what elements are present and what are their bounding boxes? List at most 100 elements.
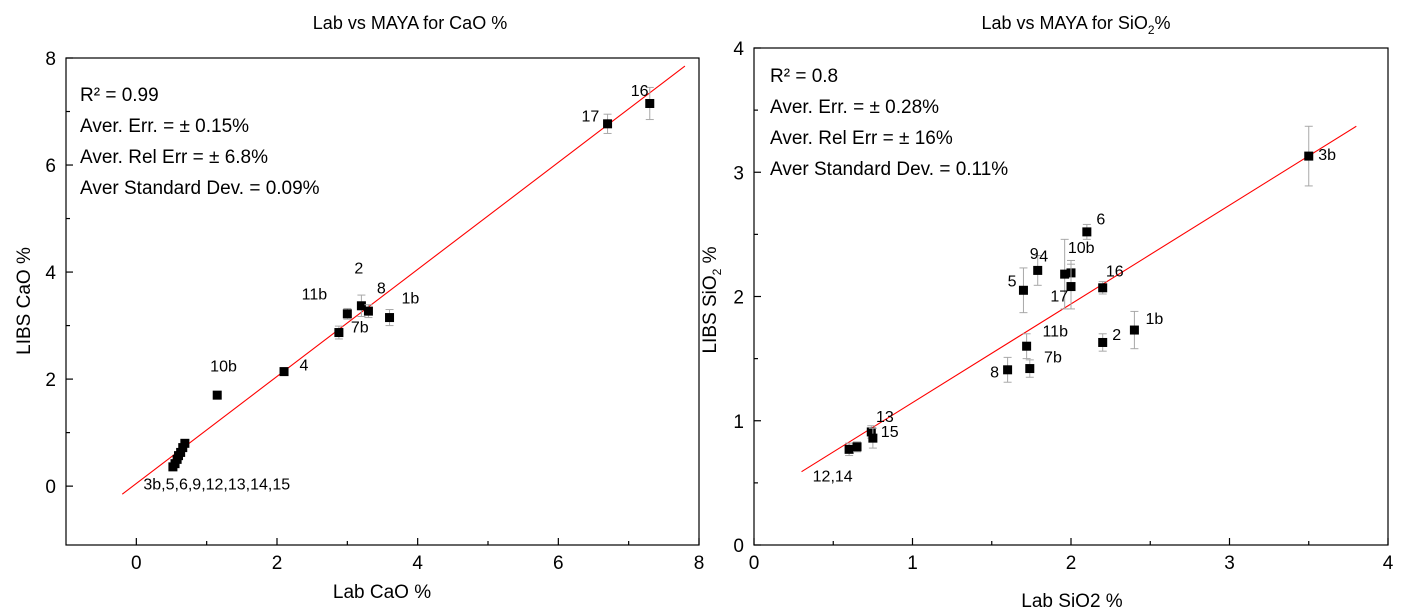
data-point xyxy=(176,447,186,457)
stat-line: Aver Standard Dev. = 0.09% xyxy=(80,178,320,199)
data-point xyxy=(1098,283,1108,293)
data-point xyxy=(1025,364,1035,374)
stats-box: R² = 0.8 Aver. Err. = ± 0.28% Aver. Rel Er… xyxy=(770,66,1008,180)
data-point xyxy=(866,427,876,437)
point-label: 4 xyxy=(300,358,309,375)
point-label: 10b xyxy=(1068,240,1095,257)
data-point xyxy=(1304,151,1314,161)
point-label: 6 xyxy=(1096,211,1105,228)
data-point xyxy=(279,367,289,377)
data-point xyxy=(1018,285,1028,295)
stat-line: R² = 0.99 xyxy=(80,85,159,106)
point-label: 3b xyxy=(1318,147,1336,164)
y-axis-label-main: LIBS SiO xyxy=(700,275,721,353)
data-point xyxy=(1066,282,1076,292)
point-label: 7b xyxy=(351,320,369,337)
stat-line: Aver. Rel Err = ± 16% xyxy=(770,128,953,149)
x-tick-label: 6 xyxy=(553,553,564,574)
point-label: 17 xyxy=(1050,288,1068,305)
data-point xyxy=(342,309,352,319)
y-tick-label: 0 xyxy=(733,536,744,557)
y-tick-label: 2 xyxy=(733,288,744,309)
data-points xyxy=(844,125,1314,457)
fit-line-group xyxy=(121,65,686,495)
y-tick-label: 6 xyxy=(45,156,56,177)
x-tick-label: 0 xyxy=(749,553,760,574)
point-label: 8 xyxy=(377,280,386,297)
y-axis-label: LIBS CaO % xyxy=(14,247,35,355)
data-point xyxy=(645,98,655,108)
data-point xyxy=(1003,365,1013,375)
data-point xyxy=(844,444,854,454)
data-point xyxy=(1033,265,1043,275)
data-point xyxy=(1082,227,1092,237)
x-tick-label: 3 xyxy=(1224,553,1235,574)
fit-line xyxy=(801,125,1357,473)
plot-frame xyxy=(65,57,700,546)
x-tick-label: 2 xyxy=(1066,553,1077,574)
data-point xyxy=(334,328,344,338)
stat-line: Aver. Rel Err = ± 6.8% xyxy=(80,147,268,168)
x-tick-label: 8 xyxy=(694,553,705,574)
data-point xyxy=(385,313,395,323)
data-points xyxy=(168,86,655,472)
point-label: 2 xyxy=(354,261,363,278)
data-point xyxy=(1022,341,1032,351)
chart-cao: Lab vs MAYA for CaO % Lab CaO % LIBS CaO… xyxy=(14,13,704,603)
chart-title: Lab vs MAYA for SiO2% xyxy=(981,13,1170,37)
data-point xyxy=(603,119,613,129)
ticks: 0 2 4 6 8 0 2 4 6 8 xyxy=(45,49,704,574)
point-label: 1b xyxy=(401,291,419,308)
y-tick-label: 3 xyxy=(733,163,744,184)
chart-title-sub: 2 xyxy=(1148,23,1155,37)
data-point xyxy=(363,306,373,316)
y-axis-label-sub: 2 xyxy=(710,268,724,275)
point-label: 15 xyxy=(881,424,899,441)
x-tick-label: 4 xyxy=(412,553,423,574)
stat-line: Aver Standard Dev. = 0.11% xyxy=(770,159,1008,180)
point-label: 11b xyxy=(1042,323,1068,340)
point-label: 16 xyxy=(1106,264,1124,281)
point-label: 8 xyxy=(990,364,999,381)
point-label: 2 xyxy=(1112,327,1121,344)
chart-sio2: Lab vs MAYA for SiO2% Lab SiO2 % LIBS Si… xyxy=(700,13,1394,612)
point-label: 11b xyxy=(302,286,328,303)
y-tick-label: 8 xyxy=(45,49,56,70)
ticks: 0 1 2 3 4 0 1 2 3 4 xyxy=(733,39,1393,574)
point-label: 1b xyxy=(1145,311,1163,328)
point-label: 9 xyxy=(1030,246,1039,263)
point-labels: 3b,5,6,9,12,13,14,15 10b 4 7b 11b 28 1b 17 16 xyxy=(143,83,648,493)
data-point xyxy=(1060,269,1070,279)
x-tick-label: 0 xyxy=(131,553,142,574)
point-label: 13 xyxy=(876,409,894,426)
x-axis-label: Lab CaO % xyxy=(333,582,431,603)
point-label: 17 xyxy=(582,109,600,126)
y-tick-label: 2 xyxy=(45,370,56,391)
data-point xyxy=(1098,337,1108,347)
point-label: 5 xyxy=(1008,274,1017,291)
stat-line: Aver. Err. = ± 0.28% xyxy=(770,97,939,118)
fit-line xyxy=(121,65,686,495)
y-axis-label-tail: % xyxy=(700,246,721,268)
point-label: 10b xyxy=(210,359,237,376)
stat-line: Aver. Err. = ± 0.15% xyxy=(80,116,249,137)
y-tick-label: 4 xyxy=(733,39,744,60)
stat-line: R² = 0.8 xyxy=(770,66,838,87)
data-point xyxy=(852,442,862,452)
fit-line-group xyxy=(801,125,1357,473)
chart-title-tail: % xyxy=(1155,13,1171,33)
stats-box: R² = 0.99 Aver. Err. = ± 0.15% Aver. Rel E… xyxy=(80,85,320,199)
point-label: 4 xyxy=(1039,249,1048,266)
x-tick-label: 4 xyxy=(1383,553,1394,574)
data-point xyxy=(180,438,190,448)
point-label: 16 xyxy=(631,83,649,100)
point-label: 3b,5,6,9,12,13,14,15 xyxy=(143,476,290,493)
data-point xyxy=(1129,325,1139,335)
y-axis-label: LIBS SiO2 % xyxy=(700,246,724,353)
x-tick-label: 1 xyxy=(907,553,918,574)
chart-title: Lab vs MAYA for CaO % xyxy=(313,13,507,33)
y-tick-label: 4 xyxy=(45,263,56,284)
x-axis-label: Lab SiO2 % xyxy=(1021,591,1122,612)
